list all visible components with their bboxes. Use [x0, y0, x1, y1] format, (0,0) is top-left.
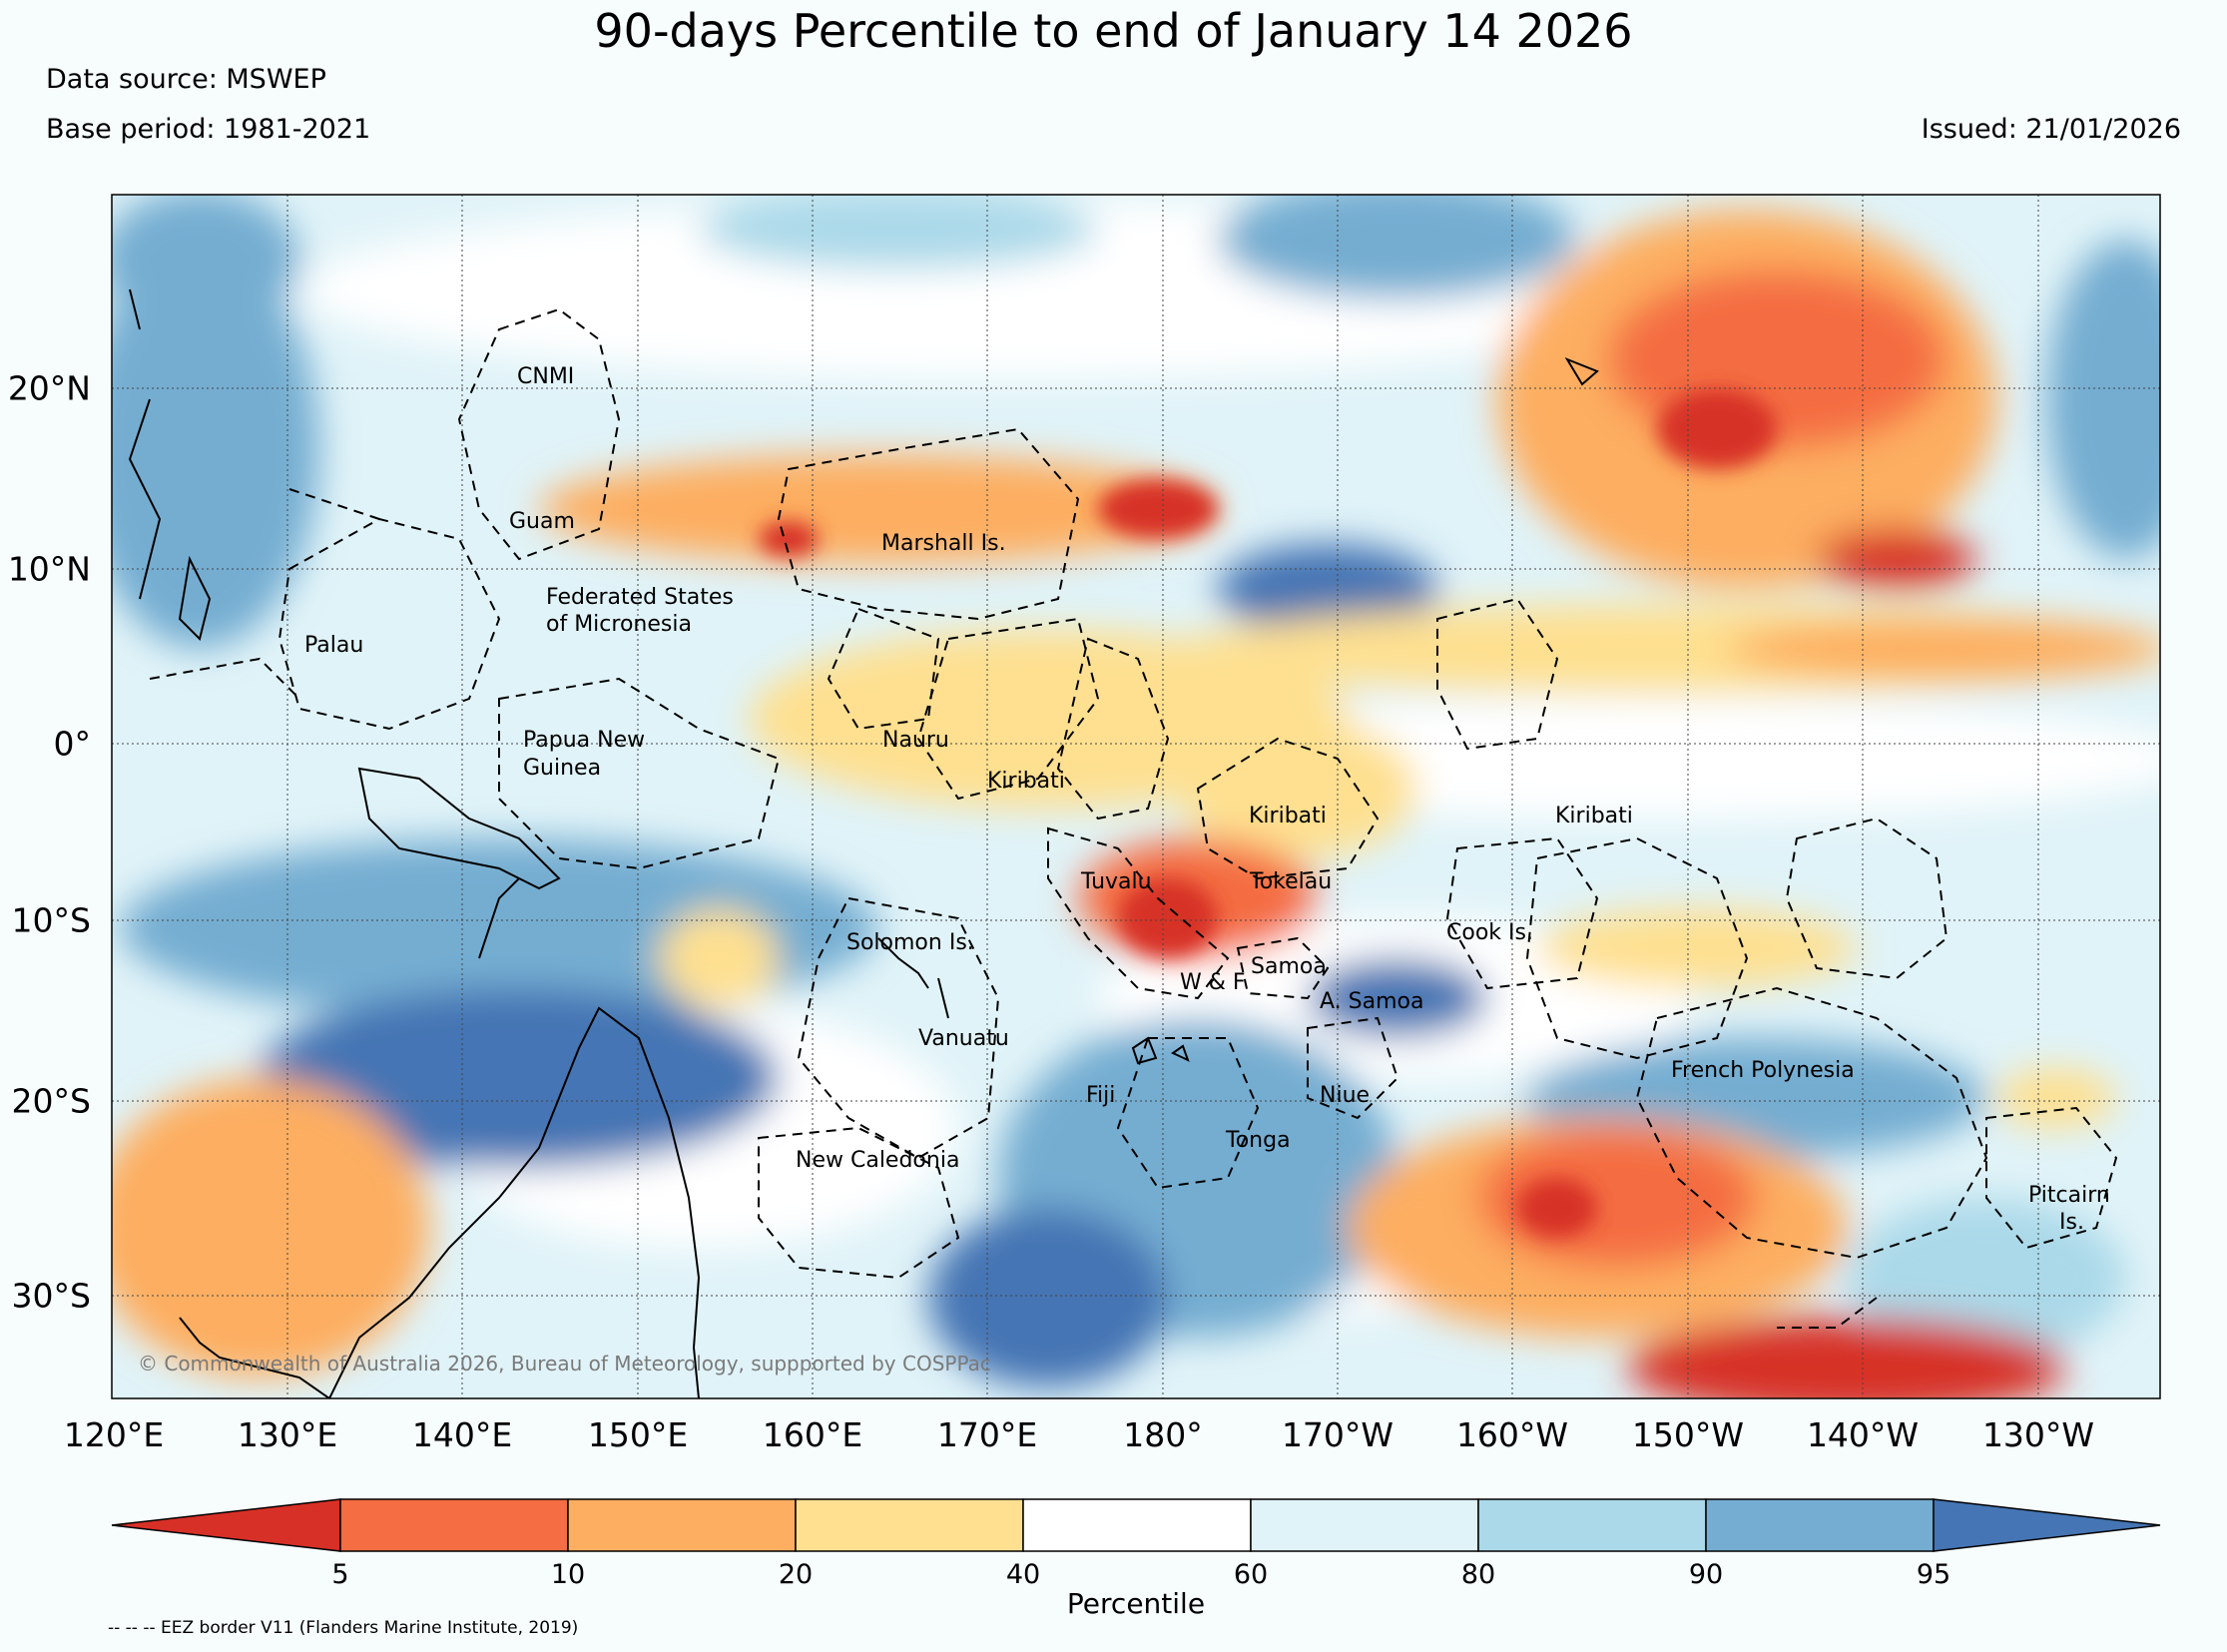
label-palau: Palau: [304, 633, 364, 658]
lat-label: 10°S: [11, 900, 91, 940]
colorbar-segment-90-95: [1705, 1498, 1935, 1552]
label-kiribati-central: Kiribati: [1249, 804, 1327, 828]
lat-label: 20°S: [11, 1081, 91, 1121]
label-fsm: Federated States: [546, 585, 734, 610]
label-tuvalu: Tuvalu: [1081, 869, 1152, 894]
issued-date: Issued: 21/01/2026: [1921, 114, 2181, 145]
label-french-polynesia: French Polynesia: [1671, 1058, 1855, 1083]
label-niue: Niue: [1320, 1083, 1371, 1108]
lon-label: 150°W: [1631, 1415, 1745, 1454]
colorbar-segment-below-5: [111, 1498, 341, 1552]
lat-label: 10°N: [7, 549, 91, 589]
lon-label: 140°W: [1806, 1415, 1920, 1454]
label-pitcairn: Pitcairn: [2028, 1183, 2110, 1208]
map-title: 90-days Percentile to end of January 14 …: [594, 4, 1633, 58]
eez-borders: [149, 307, 2118, 1329]
colorbar-segment-above-95: [1933, 1498, 2161, 1552]
label-png: Guinea: [523, 756, 602, 781]
lon-label: 170°E: [936, 1415, 1038, 1454]
eez-note: -- -- -- EEZ border V11 (Flanders Marine…: [108, 1618, 579, 1638]
lon-label: 120°E: [63, 1415, 165, 1454]
lat-label: 20°N: [7, 368, 91, 408]
colorbar-segment-5-10: [339, 1498, 569, 1552]
label-marshall: Marshall Is.: [881, 531, 1006, 556]
label-tokelau: Tokelau: [1250, 869, 1333, 894]
label-tonga: Tonga: [1226, 1128, 1291, 1153]
lon-label: 130°W: [1981, 1415, 2095, 1454]
colorbar-tick: 5: [331, 1559, 349, 1590]
lon-label: 130°E: [237, 1415, 338, 1454]
colorbar-label: Percentile: [1066, 1587, 1206, 1620]
colorbar-segment-80-90: [1477, 1498, 1707, 1552]
label-samoa: Samoa: [1251, 954, 1327, 979]
colorbar-tick: 80: [1460, 1559, 1496, 1590]
colorbar-tick: 40: [1005, 1559, 1041, 1590]
coastlines: [128, 288, 1599, 1398]
lon-label: 150°E: [587, 1415, 689, 1454]
colorbar-segment-40-60: [1022, 1498, 1252, 1552]
percentile-field: [112, 195, 2160, 1398]
label-png: Papua New: [523, 728, 646, 753]
lon-label: 180°: [1123, 1415, 1203, 1454]
lon-label: 160°E: [762, 1415, 863, 1454]
colorbar-tick: 10: [550, 1559, 586, 1590]
label-kiribati-east: Kiribati: [1555, 804, 1633, 828]
lat-label: 0°: [53, 724, 92, 764]
lon-label: 140°E: [411, 1415, 513, 1454]
copyright-notice: © Commonwealth of Australia 2026, Bureau…: [138, 1352, 991, 1376]
label-vanuatu: Vanuatu: [918, 1026, 1009, 1051]
label-kiribati-west: Kiribati: [987, 769, 1065, 794]
colorbar-segment-10-20: [567, 1498, 797, 1552]
label-new-caledonia: New Caledonia: [796, 1148, 960, 1173]
base-period: Base period: 1981-2021: [46, 114, 371, 145]
colorbar: [111, 1498, 2161, 1552]
label-pitcairn: Is.: [2059, 1210, 2084, 1235]
label-nauru: Nauru: [882, 728, 949, 753]
colorbar-segment-60-80: [1250, 1498, 1479, 1552]
label-fsm: of Micronesia: [546, 612, 692, 637]
label-fiji: Fiji: [1086, 1083, 1116, 1108]
label-solomon: Solomon Is.: [846, 930, 974, 955]
label-cnmi: CNMI: [517, 364, 575, 389]
colorbar-tick: 60: [1233, 1559, 1269, 1590]
label-guam: Guam: [509, 509, 575, 534]
label-wallis-futuna: W & F: [1180, 970, 1246, 995]
lon-label: 170°W: [1281, 1415, 1394, 1454]
data-source: Data source: MSWEP: [46, 64, 326, 95]
label-american-samoa: A. Samoa: [1320, 989, 1424, 1014]
lat-label: 30°S: [11, 1276, 91, 1316]
lon-label: 160°W: [1455, 1415, 1569, 1454]
label-cook: Cook Is.: [1446, 920, 1533, 945]
colorbar-tick: 20: [778, 1559, 814, 1590]
colorbar-tick: 95: [1916, 1559, 1951, 1590]
colorbar-segment-20-40: [795, 1498, 1024, 1552]
colorbar-tick: 90: [1688, 1559, 1724, 1590]
